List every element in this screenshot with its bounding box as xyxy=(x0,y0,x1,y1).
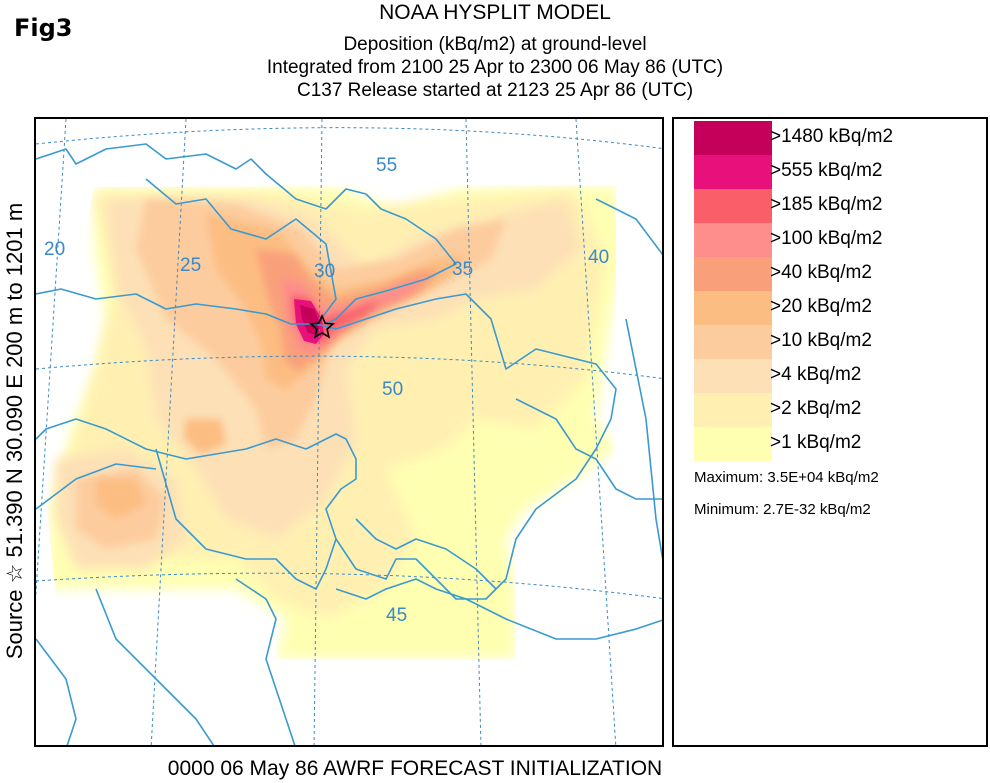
legend-swatch xyxy=(694,155,772,189)
graticule xyxy=(36,119,662,745)
longitude-label-30: 30 xyxy=(314,261,335,282)
legend-label: >20 kBq/m2 xyxy=(770,296,872,317)
longitude-label-35: 35 xyxy=(452,259,473,280)
map-subtitle-period: Integrated from 2100 25 Apr to 2300 06 M… xyxy=(266,57,724,78)
legend-swatch xyxy=(694,121,772,155)
deposition-plume xyxy=(46,185,616,659)
legend-label: >185 kBq/m2 xyxy=(770,194,883,215)
map-panel: 20 25 30 35 40 55 50 45 xyxy=(34,117,664,747)
country-borders xyxy=(36,143,662,745)
latitude-label-45: 45 xyxy=(386,605,407,626)
source-location-label: Source ☆ 51.390 N 30.090 E 200 m to 1201… xyxy=(2,202,27,660)
legend-swatch xyxy=(694,393,772,427)
legend-label: >1 kBq/m2 xyxy=(770,432,862,453)
latitude-label-55: 55 xyxy=(376,155,397,176)
legend-label: >555 kBq/m2 xyxy=(770,160,883,181)
legend-swatch xyxy=(694,257,772,291)
forecast-initialization-label: 0000 06 May 86 AWRF FORECAST INITIALIZAT… xyxy=(167,757,663,780)
legend-minimum: Minimum: 2.7E-32 kBq/m2 xyxy=(694,501,871,518)
source-star-icon xyxy=(309,314,335,339)
legend-label: >10 kBq/m2 xyxy=(770,330,872,351)
map-title: NOAA HYSPLIT MODEL xyxy=(379,1,611,24)
legend-label: >1480 kBq/m2 xyxy=(770,126,894,147)
map-subtitle-deposition: Deposition (kBq/m2) at ground-level xyxy=(343,34,647,55)
deposition-map: 20 25 30 35 40 55 50 45 xyxy=(36,119,662,745)
legend-swatch xyxy=(694,325,772,359)
figure-label: Fig3 xyxy=(14,14,73,42)
legend-label: >2 kBq/m2 xyxy=(770,398,862,419)
legend-label: >100 kBq/m2 xyxy=(770,228,883,249)
legend-panel: >1480 kBq/m2 >555 kBq/m2 >185 kBq/m2 >10… xyxy=(672,117,988,747)
map-subtitle-release: C137 Release started at 2123 25 Apr 86 (… xyxy=(296,80,694,101)
legend-swatch xyxy=(694,427,772,461)
longitude-label-25: 25 xyxy=(180,255,201,276)
legend-swatch xyxy=(694,223,772,257)
legend-swatch xyxy=(694,291,772,325)
longitude-label-20: 20 xyxy=(44,239,65,260)
legend-label: >4 kBq/m2 xyxy=(770,364,862,385)
latitude-label-50: 50 xyxy=(382,379,403,400)
legend-swatch xyxy=(694,189,772,223)
legend-maximum: Maximum: 3.5E+04 kBq/m2 xyxy=(694,469,879,486)
longitude-label-40: 40 xyxy=(588,247,609,268)
legend-swatch xyxy=(694,359,772,393)
legend-label: >40 kBq/m2 xyxy=(770,262,872,283)
